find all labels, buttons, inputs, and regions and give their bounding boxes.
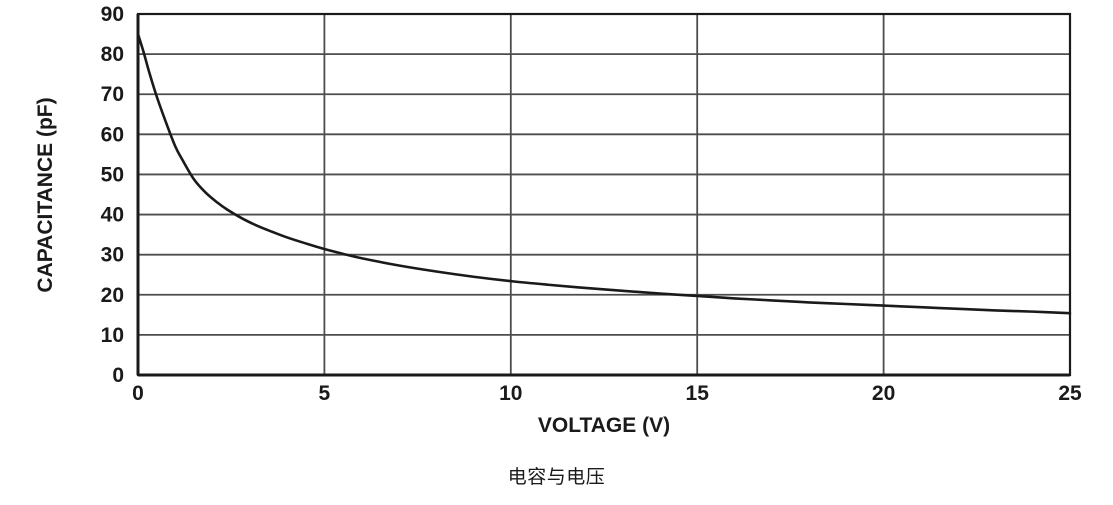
x-tick-5: 5 <box>319 382 331 405</box>
y-tick-80: 80 <box>101 43 124 66</box>
x-axis-title: VOLTAGE (V) <box>538 414 670 437</box>
x-tick-20: 20 <box>872 382 895 405</box>
x-tick-15: 15 <box>686 382 710 405</box>
y-tick-20: 20 <box>101 284 124 307</box>
y-tick-10: 10 <box>101 324 124 347</box>
y-tick-0: 0 <box>112 364 124 387</box>
chart-plot: 0 10 20 30 40 50 60 70 80 90 0 5 10 15 20 25 VOLTAGE (… <box>34 3 1082 437</box>
y-tick-40: 40 <box>101 204 124 227</box>
x-tick-labels: 0 5 10 15 20 25 <box>132 382 1082 405</box>
vertical-gridlines <box>323 14 885 375</box>
figure-caption: 电容与电压 <box>507 467 606 488</box>
y-axis-title: CAPACITANCE (pF) <box>34 97 57 292</box>
y-tick-50: 50 <box>101 163 124 186</box>
x-tick-25: 25 <box>1058 382 1082 405</box>
data-series-line <box>136 32 1072 315</box>
x-tick-0: 0 <box>132 382 144 405</box>
x-tick-10: 10 <box>499 382 522 405</box>
y-tick-70: 70 <box>101 83 124 106</box>
y-tick-90: 90 <box>101 3 124 26</box>
y-tick-30: 30 <box>101 244 124 267</box>
y-tick-60: 60 <box>101 123 124 146</box>
y-tick-labels: 0 10 20 30 40 50 60 70 80 90 <box>101 3 124 387</box>
plot-background <box>138 14 1070 375</box>
